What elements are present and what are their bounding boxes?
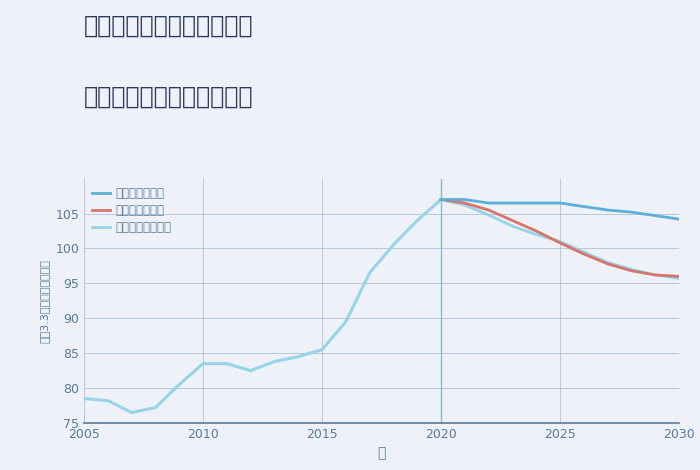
ノーマルシナリオ xyxy=(461,202,469,208)
ノーマルシナリオ xyxy=(675,275,683,281)
Line: ノーマルシナリオ: ノーマルシナリオ xyxy=(441,200,679,278)
ノーマルシナリオ xyxy=(556,239,564,244)
グッドシナリオ xyxy=(508,200,517,206)
ノーマルシナリオ xyxy=(437,197,445,203)
バッドシナリオ xyxy=(556,240,564,246)
Legend: グッドシナリオ, バッドシナリオ, ノーマルシナリオ: グッドシナリオ, バッドシナリオ, ノーマルシナリオ xyxy=(90,185,174,236)
ノーマルシナリオ xyxy=(603,259,612,265)
バッドシナリオ xyxy=(675,274,683,279)
グッドシナリオ xyxy=(580,204,588,209)
Line: グッドシナリオ: グッドシナリオ xyxy=(441,200,679,219)
バッドシナリオ xyxy=(484,207,493,213)
グッドシナリオ xyxy=(603,207,612,213)
バッドシナリオ xyxy=(532,228,540,234)
バッドシナリオ xyxy=(627,268,636,274)
グッドシナリオ xyxy=(627,209,636,215)
グッドシナリオ xyxy=(556,200,564,206)
X-axis label: 年: 年 xyxy=(377,446,386,461)
ノーマルシナリオ xyxy=(484,212,493,218)
ノーマルシナリオ xyxy=(580,249,588,255)
Text: 兵庫県姫路市安富町皆河の: 兵庫県姫路市安富町皆河の xyxy=(84,14,253,38)
ノーマルシナリオ xyxy=(651,272,659,278)
バッドシナリオ xyxy=(603,261,612,266)
Y-axis label: 坪（3.3㎡）単価（万円）: 坪（3.3㎡）単価（万円） xyxy=(40,259,50,343)
バッドシナリオ xyxy=(580,251,588,257)
グッドシナリオ xyxy=(461,197,469,203)
Text: 中古マンションの価格推移: 中古マンションの価格推移 xyxy=(84,85,253,109)
バッドシナリオ xyxy=(651,272,659,278)
グッドシナリオ xyxy=(675,216,683,222)
ノーマルシナリオ xyxy=(627,266,636,272)
グッドシナリオ xyxy=(651,213,659,219)
Line: バッドシナリオ: バッドシナリオ xyxy=(441,200,679,276)
グッドシナリオ xyxy=(484,200,493,206)
ノーマルシナリオ xyxy=(508,223,517,229)
グッドシナリオ xyxy=(437,197,445,203)
バッドシナリオ xyxy=(508,218,517,223)
グッドシナリオ xyxy=(532,200,540,206)
ノーマルシナリオ xyxy=(532,232,540,237)
バッドシナリオ xyxy=(461,200,469,206)
バッドシナリオ xyxy=(437,197,445,203)
